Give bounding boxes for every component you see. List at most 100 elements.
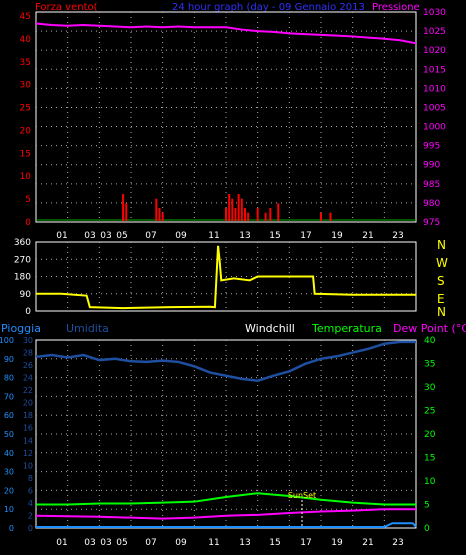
wind-tick-label: 35 [20, 58, 31, 68]
direction-tick-label: 0 [25, 307, 31, 317]
wind-tick-label: 30 [20, 81, 32, 91]
humidity-tick-label: 18 [23, 411, 33, 420]
wind-tick-label: 15 [20, 149, 31, 159]
wind-tick-label: 25 [20, 104, 31, 114]
pressure-tick-label: 985 [423, 180, 440, 190]
direction-letter: S [437, 274, 445, 288]
rain-tick-label: 0 [9, 524, 14, 533]
rain-tick-label: 100 [0, 336, 14, 345]
humidity-tick-label: 26 [23, 361, 33, 370]
temperature-tick-label: 30 [424, 383, 436, 393]
x-tick-label: 03 [84, 231, 95, 241]
wind-tick-label: 45 [20, 12, 31, 22]
rain-tick-label: 50 [4, 430, 14, 439]
humidity-tick-label: 4 [28, 499, 33, 508]
x-tick-label: 03 [100, 538, 111, 548]
dewpoint-line [35, 508, 416, 520]
rain-tick-label: 40 [4, 449, 14, 458]
temperature-tick-label: 0 [424, 524, 430, 534]
temperature-tick-label: 15 [424, 454, 435, 464]
pressure-tick-label: 1015 [423, 65, 446, 75]
humidity-tick-label: 22 [23, 386, 33, 395]
humidity-tick-label: 30 [23, 336, 33, 345]
x-tick-label: 07 [145, 231, 156, 241]
dewpoint-label: Dew Point (°C) [393, 322, 466, 335]
temperature-label: Temperatura [311, 322, 382, 335]
x-tick-label: 15 [269, 231, 280, 241]
wind-direction-line [36, 245, 416, 310]
x-tick-label: 05 [116, 231, 127, 241]
direction-letter: W [436, 256, 448, 270]
wind-tick-label: 20 [20, 126, 32, 136]
rain-tick-label: 10 [4, 505, 14, 514]
x-tick-label: 13 [239, 231, 250, 241]
rain-tick-label: 20 [4, 486, 14, 495]
humidity-tick-label: 28 [23, 349, 33, 358]
pressure-line [35, 22, 417, 45]
x-tick-label: 09 [175, 538, 187, 548]
x-tick-label: 17 [300, 538, 311, 548]
temperature-tick-label: 10 [424, 477, 436, 487]
pressure-tick-label: 980 [423, 199, 440, 209]
x-tick-label: 05 [116, 538, 127, 548]
pressure-tick-label: 995 [423, 142, 440, 152]
direction-tick-label: 270 [14, 255, 31, 265]
temperature-tick-label: 40 [424, 336, 436, 346]
x-tick-label: 13 [239, 538, 250, 548]
rain-tick-label: 70 [4, 392, 14, 401]
humidity-tick-label: 2 [28, 511, 33, 520]
humidity-tick-label: 10 [23, 461, 33, 470]
rain-tick-label: 30 [4, 468, 14, 477]
x-tick-label: 11 [208, 538, 219, 548]
direction-letter: E [437, 292, 445, 306]
x-tick-label: 07 [145, 538, 156, 548]
wind-tick-label: 5 [25, 195, 31, 205]
pressure-tick-label: 1020 [423, 46, 446, 56]
humidity-tick-label: 20 [23, 399, 33, 408]
rain-tick-label: 60 [4, 411, 14, 420]
wind-axis-label: Forza vento( [35, 2, 98, 13]
humidity-tick-label: 8 [28, 474, 33, 483]
temperature-tick-label: 25 [424, 407, 435, 417]
x-tick-label: 23 [392, 231, 403, 241]
x-tick-label: 21 [362, 538, 373, 548]
x-tick-label: 21 [362, 231, 373, 241]
x-tick-label: 09 [175, 231, 187, 241]
x-tick-label: 01 [56, 231, 67, 241]
rain-line [36, 522, 417, 528]
humidity-tick-label: 14 [23, 436, 33, 445]
x-tick-label: 23 [392, 538, 403, 548]
humidity-tick-label: 6 [28, 486, 33, 495]
pressure-tick-label: 990 [423, 161, 440, 171]
pressure-tick-label: 975 [423, 218, 440, 228]
chart-title: 24 hour graph (day - 09 Gennaio 2013 [172, 2, 365, 13]
humidity-tick-label: 0 [28, 524, 33, 533]
rain-tick-label: 80 [4, 374, 14, 383]
x-tick-label: 17 [300, 231, 311, 241]
pressure-axis-label: Pressione [372, 2, 420, 13]
temperature-line [36, 492, 416, 506]
temperature-tick-label: 5 [424, 501, 430, 511]
humidity-line [35, 340, 416, 383]
pressure-tick-label: 1030 [423, 8, 446, 18]
direction-tick-label: 360 [14, 238, 31, 248]
temperature-tick-label: 35 [424, 360, 435, 370]
pressure-tick-label: 1000 [423, 123, 446, 133]
direction-letter: N [437, 305, 446, 319]
direction-tick-label: 180 [14, 273, 31, 283]
pressure-tick-label: 1025 [423, 27, 446, 37]
x-tick-label: 19 [331, 538, 343, 548]
rain-tick-label: 90 [4, 355, 14, 364]
x-tick-label: 15 [269, 538, 280, 548]
wind-tick-label: 40 [20, 35, 32, 45]
rain-axis-label: Pioggia [1, 322, 41, 335]
x-tick-label: 19 [331, 231, 343, 241]
x-tick-label: 01 [56, 538, 67, 548]
chart-marks: 4540353025201510501030102510201015101010… [0, 8, 446, 548]
x-tick-label: 03 [100, 231, 111, 241]
humidity-tick-label: 24 [23, 374, 33, 383]
wind-tick-label: 10 [20, 172, 32, 182]
x-tick-label: 11 [208, 231, 219, 241]
pressure-tick-label: 1010 [423, 84, 446, 94]
